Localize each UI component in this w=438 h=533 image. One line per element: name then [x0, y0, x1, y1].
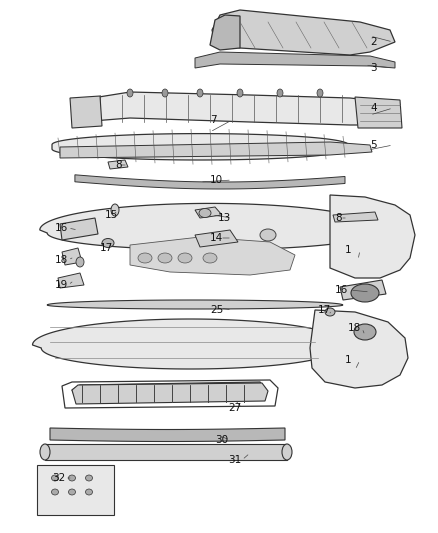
Text: 8: 8	[115, 160, 122, 170]
Polygon shape	[47, 300, 343, 309]
Text: 31: 31	[228, 455, 241, 465]
Ellipse shape	[68, 489, 75, 495]
Text: 27: 27	[228, 403, 241, 413]
Polygon shape	[333, 212, 378, 222]
Text: 18: 18	[348, 323, 361, 333]
Polygon shape	[58, 273, 84, 288]
Polygon shape	[75, 175, 345, 189]
Text: 16: 16	[335, 285, 348, 295]
Polygon shape	[210, 15, 240, 50]
Text: 1: 1	[345, 245, 352, 255]
Polygon shape	[310, 310, 408, 388]
Polygon shape	[108, 160, 128, 169]
Text: 13: 13	[218, 213, 231, 223]
FancyBboxPatch shape	[37, 465, 114, 515]
Text: 19: 19	[55, 280, 68, 290]
Text: 5: 5	[370, 140, 377, 150]
Text: 4: 4	[370, 103, 377, 113]
Text: 15: 15	[105, 210, 118, 220]
Ellipse shape	[354, 324, 376, 340]
Ellipse shape	[277, 89, 283, 97]
Polygon shape	[340, 280, 386, 300]
Polygon shape	[70, 96, 102, 128]
Polygon shape	[50, 428, 285, 441]
Ellipse shape	[178, 253, 192, 263]
Polygon shape	[62, 248, 82, 265]
Ellipse shape	[127, 89, 133, 97]
Ellipse shape	[85, 475, 92, 481]
Ellipse shape	[76, 257, 84, 267]
Ellipse shape	[282, 444, 292, 460]
Text: 32: 32	[52, 473, 65, 483]
Ellipse shape	[52, 475, 59, 481]
Polygon shape	[45, 444, 287, 460]
Polygon shape	[130, 237, 295, 275]
Polygon shape	[195, 52, 395, 68]
Text: 18: 18	[55, 255, 68, 265]
Text: 17: 17	[100, 243, 113, 253]
Ellipse shape	[351, 284, 379, 302]
Text: 3: 3	[370, 63, 377, 73]
Ellipse shape	[260, 229, 276, 241]
Text: 25: 25	[210, 305, 223, 315]
Polygon shape	[52, 134, 348, 160]
Polygon shape	[72, 382, 265, 403]
Ellipse shape	[203, 253, 217, 263]
Polygon shape	[32, 319, 347, 369]
Ellipse shape	[197, 89, 203, 97]
Text: 14: 14	[210, 233, 223, 243]
Text: 7: 7	[210, 115, 217, 125]
Polygon shape	[62, 380, 278, 408]
Text: 1: 1	[345, 355, 352, 365]
Polygon shape	[40, 204, 380, 250]
Ellipse shape	[138, 253, 152, 263]
Text: 17: 17	[318, 305, 331, 315]
Ellipse shape	[52, 489, 59, 495]
Polygon shape	[60, 142, 372, 158]
Text: 2: 2	[370, 37, 377, 47]
Text: 8: 8	[335, 213, 342, 223]
Ellipse shape	[68, 475, 75, 481]
Ellipse shape	[317, 89, 323, 97]
Ellipse shape	[158, 253, 172, 263]
Ellipse shape	[237, 89, 243, 97]
Text: 16: 16	[55, 223, 68, 233]
Ellipse shape	[85, 489, 92, 495]
Polygon shape	[355, 97, 402, 128]
Polygon shape	[195, 230, 238, 247]
Text: 30: 30	[215, 435, 228, 445]
Ellipse shape	[325, 308, 335, 316]
Ellipse shape	[199, 208, 211, 217]
Ellipse shape	[40, 444, 50, 460]
Polygon shape	[75, 92, 400, 125]
Ellipse shape	[102, 238, 114, 247]
Ellipse shape	[162, 89, 168, 97]
Polygon shape	[60, 218, 98, 240]
Ellipse shape	[111, 204, 119, 216]
Polygon shape	[195, 207, 222, 218]
Polygon shape	[330, 195, 415, 278]
Polygon shape	[72, 383, 268, 404]
Text: 10: 10	[210, 175, 223, 185]
Polygon shape	[212, 10, 395, 55]
